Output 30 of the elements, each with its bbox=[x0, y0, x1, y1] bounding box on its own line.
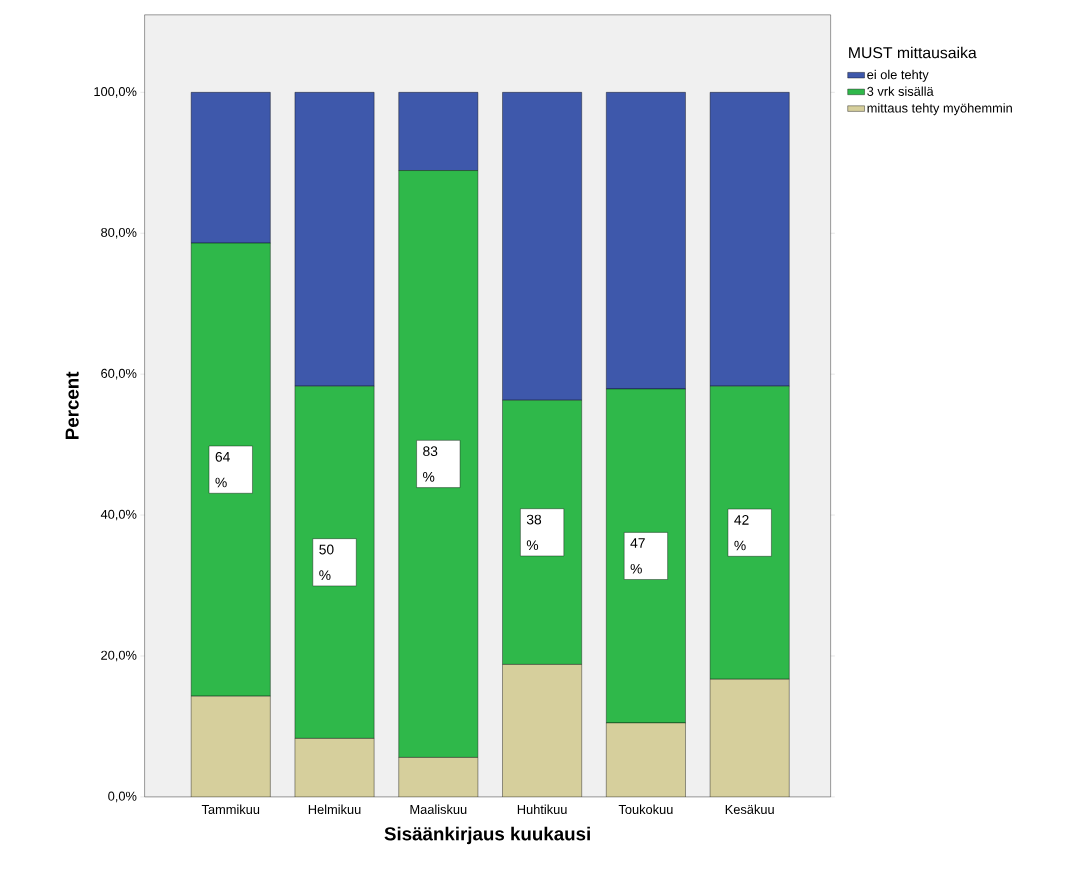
y-tick-label: 0,0% bbox=[108, 791, 137, 803]
data-label: 83 % bbox=[423, 446, 438, 482]
y-axis-title: Percent bbox=[65, 371, 79, 439]
data-label: 47 % bbox=[630, 538, 645, 574]
bar bbox=[191, 696, 271, 797]
x-tick-label: Maaliskuu bbox=[410, 804, 467, 814]
legend-label: 3 vrk sisällä bbox=[867, 86, 934, 96]
y-tick-label: 80,0% bbox=[101, 227, 137, 239]
legend-label: ei ole tehty bbox=[867, 69, 929, 82]
bar bbox=[398, 757, 478, 797]
x-tick-label: Helmikuu bbox=[308, 804, 361, 814]
y-tick-label: 40,0% bbox=[100, 509, 137, 521]
data-label: 42 % bbox=[734, 514, 749, 551]
bar bbox=[294, 738, 375, 797]
x-axis-title: Sisäänkirjaus kuukausi bbox=[384, 826, 590, 845]
x-tick-label: Tammikuu bbox=[201, 804, 260, 814]
legend-label: mittaus tehty myöhemmin bbox=[867, 103, 1012, 116]
legend-title: MUST mittausaika bbox=[849, 46, 977, 59]
bar bbox=[502, 664, 582, 797]
y-tick-label: 20,0% bbox=[101, 650, 137, 662]
y-tick-label: 60,0% bbox=[101, 368, 137, 380]
bar bbox=[606, 722, 686, 797]
x-tick-label: Kesäkuu bbox=[725, 804, 774, 814]
bar bbox=[709, 679, 790, 797]
data-label: 50 % bbox=[319, 544, 334, 580]
y-tick-label: 100,0% bbox=[94, 87, 137, 98]
x-tick-label: Huhtikuu bbox=[517, 804, 567, 814]
x-tick-label: Toukokuu bbox=[618, 804, 673, 814]
data-label: 38 % bbox=[526, 514, 542, 550]
data-label: 64 % bbox=[215, 451, 230, 488]
